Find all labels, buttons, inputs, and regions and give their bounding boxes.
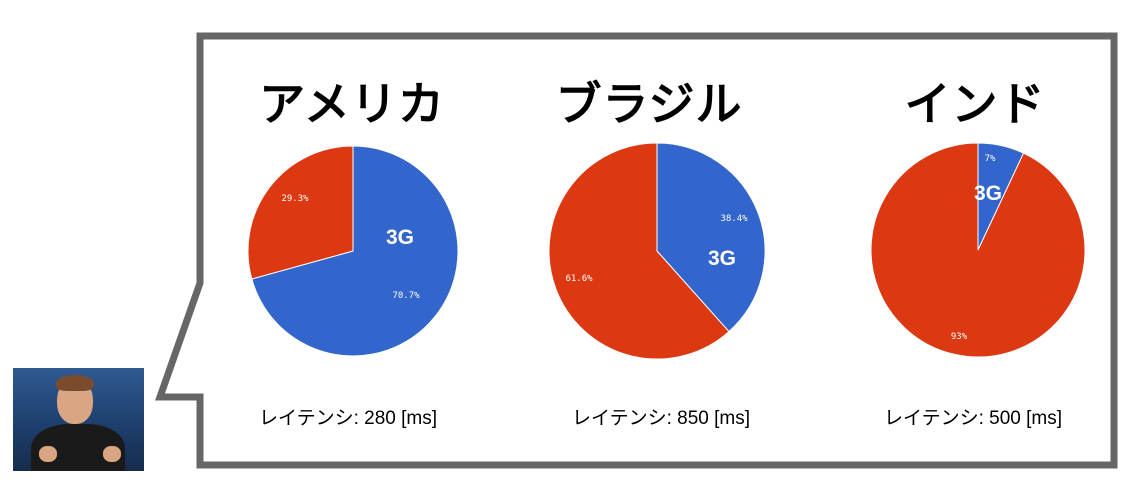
pie-chart-usa: 70.7% 29.3% 3G (247, 145, 459, 357)
latency-caption-brazil: レイテンシ: 850 [ms] (571, 408, 751, 429)
latency-caption-usa: レイテンシ: 280 [ms] (258, 408, 438, 429)
latency-caption-india: レイテンシ: 500 [ms] (883, 408, 1063, 429)
pie-chart-india: 7% 93% 3G (870, 142, 1086, 358)
pie-slice-blue (251, 145, 459, 357)
pie-chart-brazil: 38.4% 61.6% 3G (548, 142, 766, 360)
slice-percent-label: 70.7% (392, 291, 420, 301)
country-title-india: インド (904, 77, 1046, 131)
slice-percent-label: 29.3% (281, 194, 309, 204)
pie-slice-red (548, 142, 730, 360)
slice-percent-label: 7% (985, 154, 996, 164)
country-title-brazil: ブラジル (555, 77, 743, 131)
network-3g-label: 3G (974, 182, 1002, 205)
slice-percent-label: 38.4% (720, 214, 748, 224)
network-3g-label: 3G (708, 247, 736, 270)
country-title-usa: アメリカ (259, 77, 445, 131)
slice-percent-label: 93% (951, 332, 968, 342)
pie-slice-red (247, 145, 354, 280)
speaker-photo (13, 368, 144, 471)
pie-slice-red (870, 142, 1086, 358)
pie-slice-blue (656, 142, 766, 333)
slice-percent-label: 61.6% (565, 274, 593, 284)
network-3g-label: 3G (386, 226, 414, 249)
